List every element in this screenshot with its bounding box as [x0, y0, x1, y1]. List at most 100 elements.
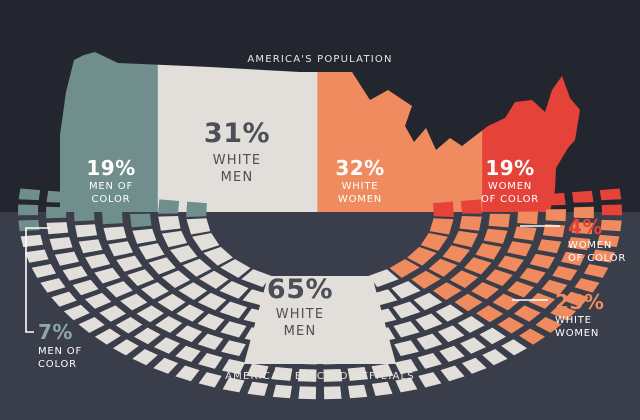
seat-white-men: [395, 377, 418, 393]
seat-white-women: [428, 258, 458, 277]
callout-line-men-of-color: [25, 227, 50, 333]
seat-white-men: [197, 333, 224, 350]
seat-white-women: [591, 249, 615, 263]
seat-white-women: [573, 206, 594, 219]
seat-white-men: [198, 353, 223, 369]
seat-white-men: [63, 304, 90, 321]
seat-white-men: [221, 359, 246, 375]
seat-white-men: [418, 372, 442, 388]
seat-white-men: [241, 269, 272, 288]
seat-white-men: [94, 328, 121, 345]
population-women-of-color-label: WOMEN OF COLOR: [480, 181, 540, 205]
seat-women-of-color: [599, 188, 622, 201]
seat-white-women: [517, 211, 538, 225]
seat-white-men: [78, 239, 103, 254]
population-bar-men-of-color: [60, 52, 159, 212]
seat-white-men: [186, 218, 211, 235]
population-white-men-percent: 31%: [203, 118, 271, 149]
seat-white-women: [537, 239, 562, 254]
seat-white-men: [106, 281, 133, 298]
seat-white-men: [153, 357, 179, 374]
seat-white-men: [62, 265, 88, 281]
seat-white-men: [222, 377, 245, 393]
population-women-of-color-percent: 19%: [485, 156, 535, 180]
seat-white-women: [574, 278, 600, 293]
seat-women-of-color: [572, 190, 594, 203]
seat-white-men: [141, 282, 169, 300]
population-men-of-color-percent: 19%: [86, 156, 136, 180]
seat-white-men: [368, 269, 399, 288]
seat-white-women: [600, 219, 622, 232]
seat-white-men: [272, 367, 293, 381]
seat-white-men: [161, 230, 188, 248]
seat-white-women: [471, 282, 499, 300]
seat-white-men: [461, 357, 487, 374]
seat-white-women: [513, 226, 537, 241]
seat-white-men: [176, 304, 205, 322]
seat-white-men: [115, 317, 143, 334]
seat-white-men: [157, 293, 186, 312]
seat-white-men: [132, 228, 157, 244]
seat-white-women: [528, 292, 556, 309]
seat-white-men: [175, 325, 203, 343]
seat-white-men: [460, 337, 487, 354]
seat-white-men: [198, 372, 222, 388]
seat-white-women: [507, 241, 532, 257]
seat-white-men: [391, 281, 421, 299]
seat-white-men: [457, 316, 485, 333]
seat-white-men: [138, 243, 165, 260]
seat-women-of-color: [544, 192, 566, 206]
seat-white-men: [297, 369, 317, 382]
population-men-of-color-label: MEN OF COLOR: [88, 181, 134, 205]
seat-white-men: [132, 349, 158, 366]
seat-white-men: [272, 384, 292, 399]
seat-white-men: [439, 345, 465, 362]
seat-white-women: [483, 228, 508, 244]
seat-white-men: [134, 327, 161, 345]
seat-white-men: [417, 353, 442, 369]
seat-men-of-color: [18, 219, 40, 232]
seat-white-men: [78, 317, 105, 333]
officials-callout-lines: [25, 225, 560, 333]
seat-white-men: [51, 291, 77, 307]
seat-white-men: [25, 249, 49, 263]
seat-white-men: [99, 305, 126, 322]
seat-white-men: [120, 293, 148, 311]
seat-men-of-color: [130, 213, 152, 228]
officials-white-men-block: [244, 276, 396, 364]
seat-white-women: [429, 218, 454, 235]
seat-men-of-color: [74, 192, 96, 206]
seat-white-men: [199, 270, 229, 289]
seat-white-men: [394, 359, 419, 375]
seat-men-of-color: [46, 190, 68, 203]
seat-white-men: [127, 269, 155, 286]
seat-white-women: [597, 234, 620, 248]
seat-men-of-color: [18, 188, 41, 201]
seat-white-men: [323, 386, 342, 400]
seat-white-men: [479, 327, 506, 345]
seat-white-women: [452, 230, 479, 248]
seat-white-men: [112, 339, 139, 356]
seat-white-men: [482, 349, 508, 366]
seat-white-men: [84, 292, 112, 309]
officials-title: AMERICA'S ELECTED OFFICIALS: [225, 371, 415, 382]
seat-white-men: [192, 233, 220, 251]
seat-women-of-color: [433, 201, 454, 217]
seat-white-men: [161, 270, 191, 288]
seat-white-men: [175, 345, 201, 362]
population-title: AMERICA'S POPULATION: [247, 54, 393, 65]
seat-white-women: [476, 305, 504, 323]
seat-white-women: [529, 253, 555, 269]
seat-white-men: [394, 340, 419, 357]
seat-white-women: [541, 279, 568, 296]
seat-white-women: [561, 251, 586, 266]
seat-white-women: [497, 255, 524, 272]
seat-white-women: [459, 216, 482, 231]
officials-men-of-color-percent: 7%: [38, 320, 73, 344]
seat-white-women: [420, 233, 448, 251]
seat-white-men: [393, 321, 420, 338]
seat-white-men: [175, 365, 200, 382]
seat-white-men: [108, 241, 133, 257]
seat-white-men: [136, 305, 164, 323]
seat-white-men: [94, 267, 121, 284]
